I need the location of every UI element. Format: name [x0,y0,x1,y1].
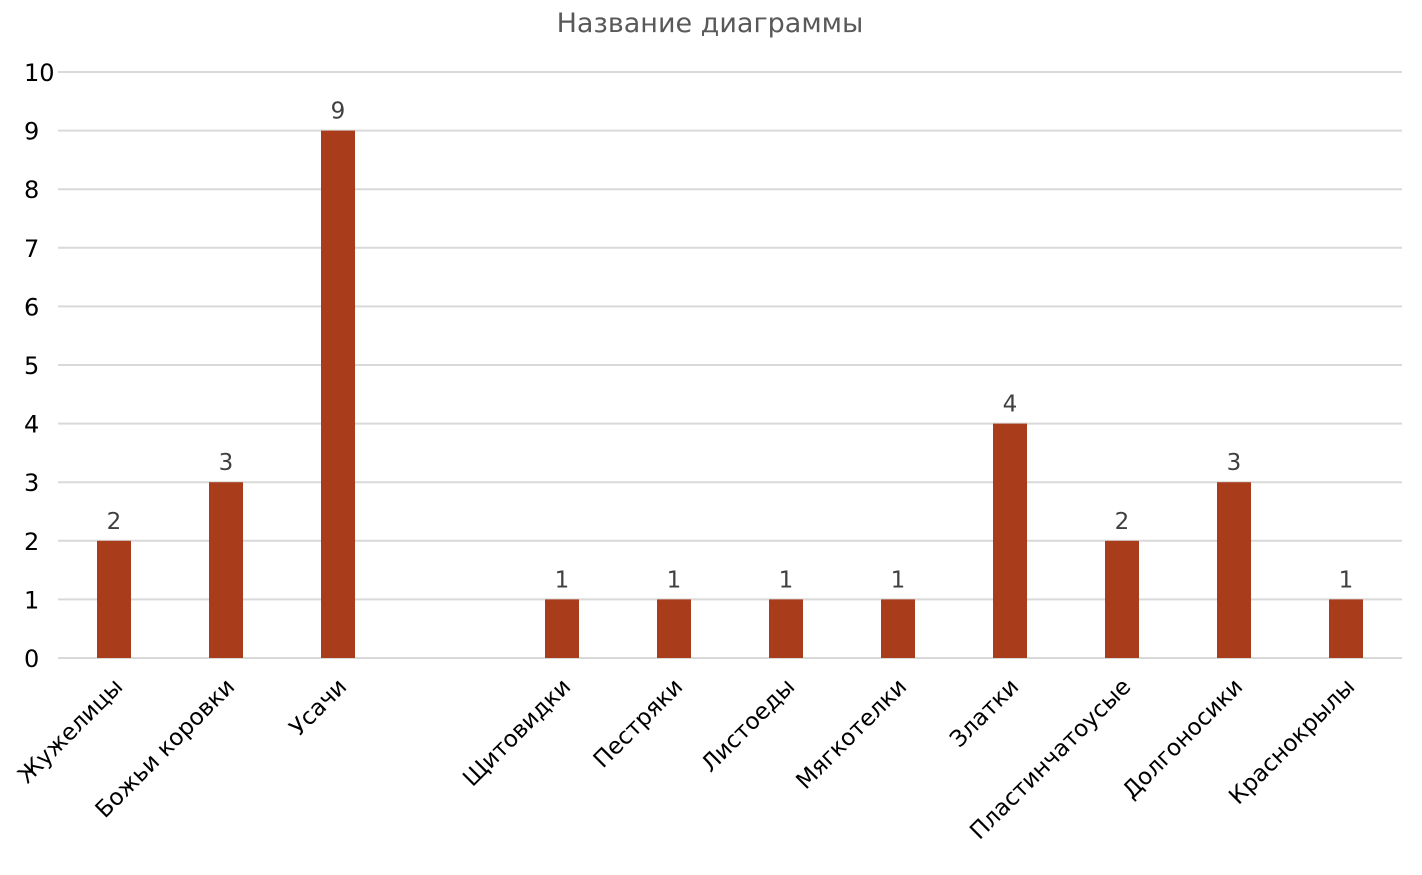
y-tick-label: 3 [24,469,39,497]
x-tick-label: Жужелицы [13,674,128,789]
x-tick-label: Пестряки [589,674,689,774]
y-tick-label: 6 [24,293,39,321]
chart-title: Название диаграммы [557,8,864,39]
x-tick-label: Усачи [285,674,352,741]
x-tick-label: Щитовидки [458,674,576,792]
bar [545,599,579,658]
bar [1329,599,1363,658]
x-tick-label: Долгоносики [1118,674,1248,804]
data-label: 1 [555,567,570,593]
x-tick-label: Мягкотелки [791,674,912,795]
data-labels: 2 3 9 1 1 1 1 4 2 3 1 [107,99,1354,594]
y-axis-ticks: 0 1 2 3 4 5 6 7 8 9 10 [24,59,55,673]
y-tick-label: 0 [24,645,39,673]
bar [1105,540,1139,658]
x-tick-label: Листоеды [697,674,801,778]
bar [97,540,131,658]
bar [769,599,803,658]
y-tick-label: 5 [24,352,39,380]
data-label: 3 [219,450,234,476]
data-label: 1 [1339,567,1354,593]
y-tick-label: 4 [24,411,39,439]
bars [97,130,1363,659]
data-label: 2 [1115,509,1130,535]
y-tick-label: 2 [24,528,39,556]
gridlines [58,71,1402,659]
data-label: 4 [1003,392,1018,418]
bar [321,130,355,659]
y-tick-label: 7 [24,235,39,263]
x-tick-label: Златки [945,674,1024,753]
bar [993,423,1027,658]
data-label: 9 [331,99,346,125]
y-tick-label: 8 [24,176,39,204]
y-tick-label: 9 [24,118,39,146]
data-label: 3 [1227,450,1242,476]
data-label: 1 [891,567,906,593]
y-tick-label: 1 [24,586,39,614]
y-tick-label: 10 [24,59,55,87]
bar [657,599,691,658]
data-label: 1 [667,567,682,593]
data-label: 2 [107,509,122,535]
data-label: 1 [779,567,794,593]
bar [881,599,915,658]
bar [1217,482,1251,658]
bar [209,482,243,658]
